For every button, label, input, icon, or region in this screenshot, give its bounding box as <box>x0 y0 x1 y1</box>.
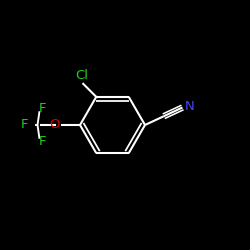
Text: F: F <box>39 135 46 148</box>
Text: F: F <box>39 102 46 115</box>
Text: F: F <box>21 118 29 132</box>
Text: O: O <box>50 118 60 132</box>
Text: Cl: Cl <box>75 69 88 82</box>
Text: N: N <box>185 100 195 113</box>
